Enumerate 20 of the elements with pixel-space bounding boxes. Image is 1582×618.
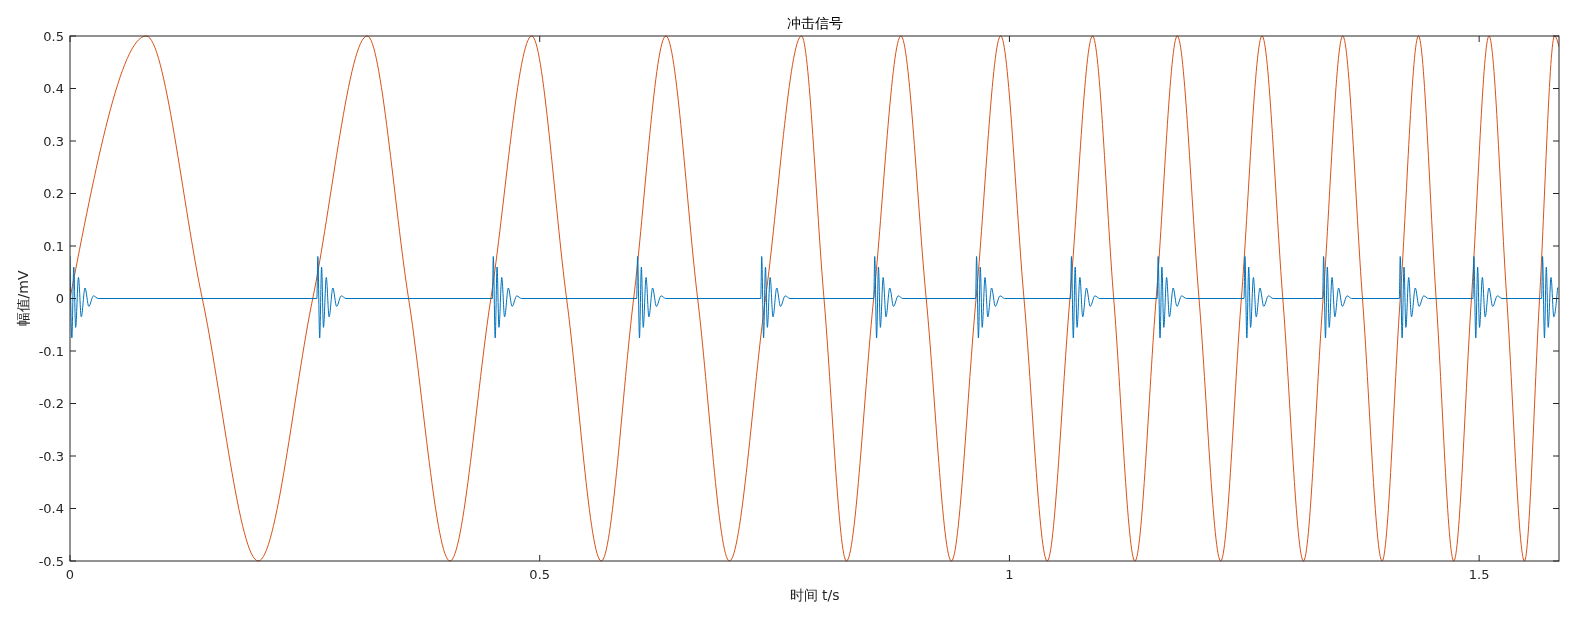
chart-title: 冲击信号 <box>786 15 843 31</box>
y-tick-label: -0.2 <box>38 396 64 411</box>
y-tick-label: -0.1 <box>38 343 64 359</box>
x-axis-title: 时间 t/s <box>789 587 840 603</box>
y-tick-label: 0 <box>55 291 64 306</box>
y-tick-label: 0.1 <box>43 238 64 254</box>
y-tick-label: 0.4 <box>43 81 64 96</box>
x-tick-label: 1 <box>1005 567 1014 582</box>
line-series <box>70 35 1559 562</box>
y-tick-label: 0.3 <box>43 133 64 149</box>
y-tick-label: -0.5 <box>38 553 64 569</box>
x-tick-label: 0 <box>65 567 75 582</box>
x-tick-label: 1.5 <box>1468 567 1490 582</box>
y-axis-title: 幅值/mV <box>15 270 31 327</box>
y-tick-label: 0.5 <box>43 28 64 44</box>
y-tick-label: -0.4 <box>38 501 64 516</box>
y-tick-label: -0.3 <box>38 448 64 464</box>
x-tick-label: 0.5 <box>529 567 551 582</box>
line-series <box>70 256 1559 339</box>
y-tick-label: 0.2 <box>43 186 64 201</box>
